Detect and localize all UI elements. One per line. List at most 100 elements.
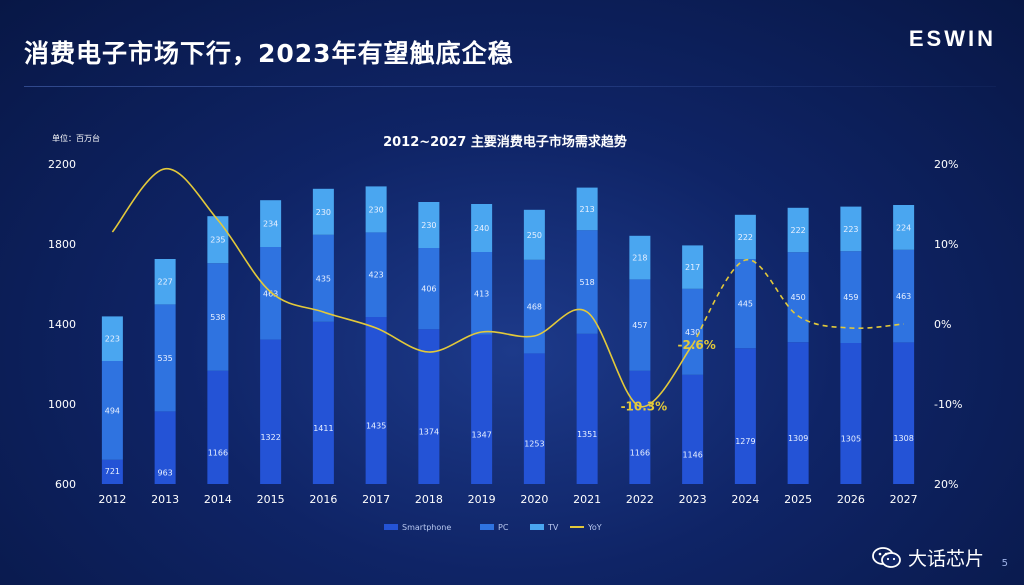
bar-smartphone xyxy=(154,411,176,484)
legend-swatch xyxy=(384,524,398,530)
bar-smartphone xyxy=(365,317,387,484)
x-tick-label: 2020 xyxy=(520,493,548,506)
title-divider xyxy=(24,86,996,87)
label-tv: 240 xyxy=(474,224,489,233)
yoy-annotation: -2.6% xyxy=(677,338,715,352)
bar-smartphone xyxy=(787,342,809,484)
bar-pc xyxy=(312,234,334,322)
bar-pc xyxy=(260,247,282,340)
label-pc: 413 xyxy=(474,289,489,298)
y2-tick-label: 10% xyxy=(934,238,958,251)
bar-smartphone xyxy=(523,353,545,484)
bar-tv xyxy=(312,188,334,235)
bar-pc xyxy=(629,279,651,371)
watermark: 大话芯片 xyxy=(872,544,984,571)
label-smartphone: 1322 xyxy=(260,433,280,442)
bar-tv xyxy=(260,200,282,247)
y-tick-label: 1000 xyxy=(48,398,76,411)
label-smartphone: 963 xyxy=(157,469,172,478)
label-pc: 463 xyxy=(896,292,911,301)
label-pc: 423 xyxy=(368,271,383,280)
label-smartphone: 1166 xyxy=(208,448,228,457)
bar-tv xyxy=(471,204,493,252)
label-pc: 468 xyxy=(527,303,542,312)
bar-tv xyxy=(734,214,756,260)
label-pc: 535 xyxy=(157,354,172,363)
bar-pc xyxy=(154,304,176,412)
label-tv: 234 xyxy=(263,220,278,229)
bar-pc xyxy=(365,232,387,317)
label-pc: 445 xyxy=(738,300,753,309)
bar-pc xyxy=(893,249,915,343)
label-tv: 227 xyxy=(157,278,172,287)
label-tv: 230 xyxy=(368,205,383,214)
y-tick-label: 1400 xyxy=(48,318,76,331)
y2-tick-label: -10% xyxy=(934,398,962,411)
x-tick-label: 2014 xyxy=(204,493,232,506)
y2-tick-label: 20% xyxy=(934,478,958,491)
bar-tv xyxy=(787,207,809,253)
yoy-line-projected xyxy=(691,259,904,346)
label-tv: 218 xyxy=(632,254,647,263)
label-pc: 463 xyxy=(263,289,278,298)
page-number: 5 xyxy=(1001,558,1008,569)
label-tv: 230 xyxy=(421,221,436,230)
x-tick-label: 2023 xyxy=(679,493,707,506)
label-pc: 538 xyxy=(210,313,225,322)
bar-smartphone xyxy=(629,370,651,484)
label-tv: 223 xyxy=(105,335,120,344)
label-tv: 250 xyxy=(527,231,542,240)
x-tick-label: 2026 xyxy=(837,493,865,506)
label-tv: 224 xyxy=(896,223,911,232)
x-tick-label: 2024 xyxy=(731,493,759,506)
yoy-line-actual xyxy=(111,167,694,408)
watermark-text: 大话芯片 xyxy=(907,548,984,570)
label-smartphone: 1435 xyxy=(366,422,386,431)
bar-tv xyxy=(893,205,915,250)
y-tick-label: 2200 xyxy=(48,158,76,171)
slide-title: 消费电子市场下行，2023年有望触底企稳 xyxy=(24,39,514,68)
bar-smartphone xyxy=(418,329,440,484)
label-smartphone: 1146 xyxy=(682,450,702,459)
unit-label: 单位：百万台 xyxy=(52,133,100,143)
label-pc: 435 xyxy=(316,274,331,283)
label-tv: 230 xyxy=(316,208,331,217)
x-tick-label: 2017 xyxy=(362,493,390,506)
y-tick-label: 600 xyxy=(55,478,76,491)
label-smartphone: 1305 xyxy=(841,435,861,444)
bar-pc xyxy=(471,252,493,335)
label-smartphone: 1347 xyxy=(471,430,491,439)
bar-pc xyxy=(576,230,598,334)
bar-pc xyxy=(840,251,862,343)
bar-tv xyxy=(365,186,387,233)
label-smartphone: 1166 xyxy=(630,448,650,457)
label-smartphone: 721 xyxy=(105,467,120,476)
chart-title: 2012~2027 主要消费电子市场需求趋势 xyxy=(383,134,627,150)
bar-smartphone xyxy=(101,459,123,484)
y2-tick-label: 20% xyxy=(934,158,958,171)
bar-pc xyxy=(207,263,229,371)
label-tv: 217 xyxy=(685,263,700,272)
legend-swatch xyxy=(480,524,494,530)
label-pc: 406 xyxy=(421,285,436,294)
bar-pc xyxy=(734,259,756,349)
x-tick-label: 2021 xyxy=(573,493,601,506)
label-tv: 223 xyxy=(843,225,858,234)
x-tick-label: 2016 xyxy=(309,493,337,506)
bar-smartphone xyxy=(471,334,493,484)
label-smartphone: 1279 xyxy=(735,437,755,446)
label-tv: 213 xyxy=(579,205,594,214)
bar-pc xyxy=(787,252,809,343)
x-tick-label: 2022 xyxy=(626,493,654,506)
bar-pc xyxy=(523,259,545,354)
x-tick-label: 2027 xyxy=(890,493,918,506)
x-tick-label: 2012 xyxy=(98,493,126,506)
bar-smartphone xyxy=(260,339,282,484)
label-pc: 457 xyxy=(632,321,647,330)
x-tick-label: 2018 xyxy=(415,493,443,506)
label-pc: 494 xyxy=(105,406,120,415)
bar-smartphone xyxy=(312,321,334,484)
legend-label: PC xyxy=(498,523,509,532)
x-tick-label: 2013 xyxy=(151,493,179,506)
label-smartphone: 1351 xyxy=(577,430,597,439)
